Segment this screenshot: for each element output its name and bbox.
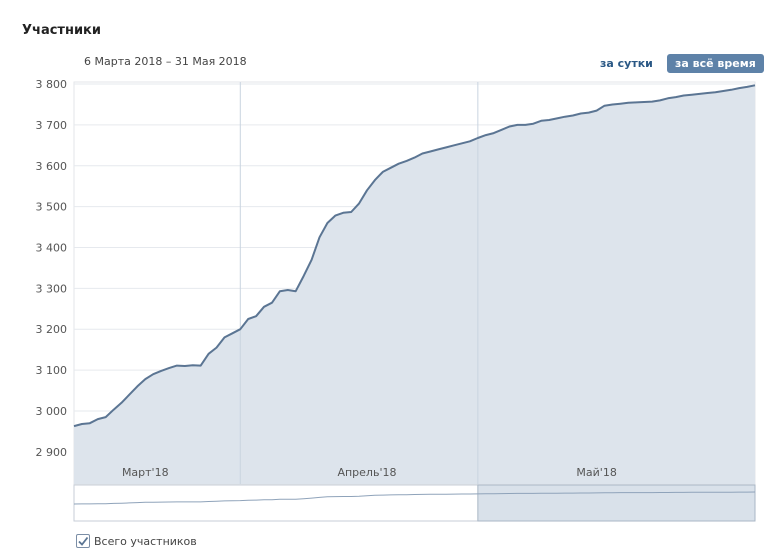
legend-label: Всего участников <box>94 534 197 548</box>
navigator-selection[interactable] <box>477 484 756 522</box>
page-title: Участники <box>22 23 101 38</box>
y-tick-label: 3 500 <box>36 201 68 214</box>
x-month-label: Май'18 <box>576 466 616 479</box>
y-tick-label: 3 800 <box>36 78 68 91</box>
navigator-line <box>73 491 756 505</box>
per-day-button[interactable]: за сутки <box>600 57 653 70</box>
checkmark-icon <box>78 536 89 546</box>
y-tick-label: 2 900 <box>36 446 68 459</box>
y-tick-label: 3 400 <box>36 242 68 255</box>
y-tick-label: 3 200 <box>36 323 68 336</box>
y-tick-label: 3 000 <box>36 405 68 418</box>
series-area <box>74 85 755 485</box>
y-tick-label: 3 300 <box>36 282 68 295</box>
x-month-label: Апрель'18 <box>337 466 396 479</box>
y-tick-label: 3 600 <box>36 160 68 173</box>
y-tick-label: 3 700 <box>36 119 68 132</box>
total-members-checkbox[interactable] <box>76 534 90 548</box>
date-range[interactable]: 6 Марта 2018 – 31 Мая 2018 <box>84 55 247 68</box>
all-time-button[interactable]: за всё время <box>667 54 764 73</box>
series-line <box>73 84 756 428</box>
y-tick-label: 3 100 <box>36 364 68 377</box>
legend[interactable]: Всего участников <box>76 534 197 548</box>
members-chart: 2 900 3 000 3 100 3 200 3 300 3 400 3 500 3 600… <box>36 78 756 522</box>
x-month-label: Март'18 <box>122 466 169 479</box>
